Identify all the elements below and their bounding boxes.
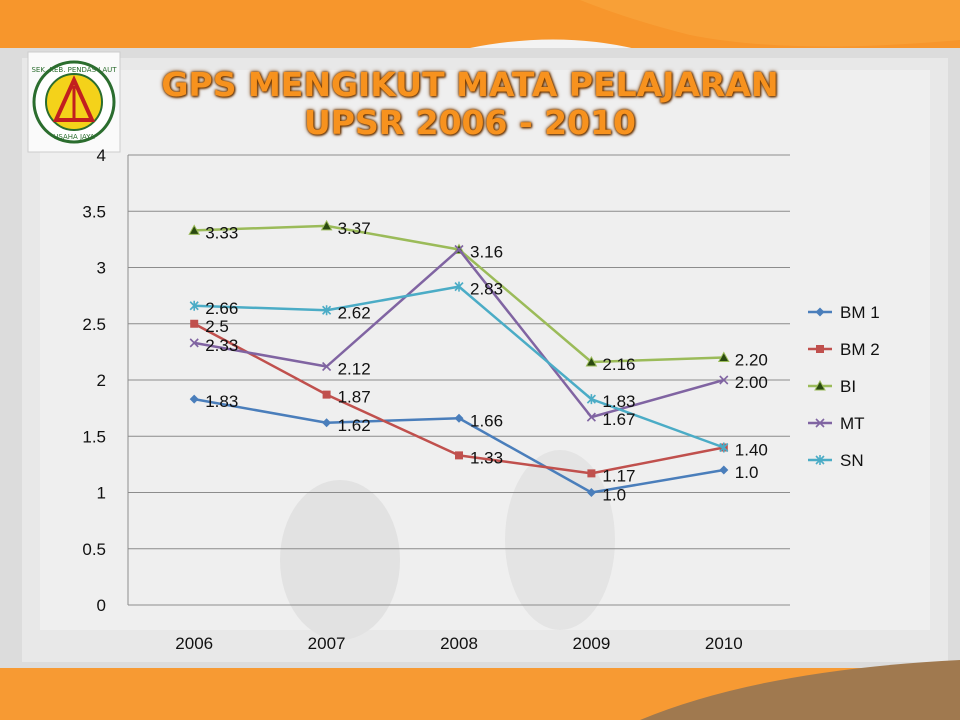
data-point-sn <box>719 442 729 453</box>
data-label-bm-2: 2.5 <box>205 317 229 336</box>
data-label-bm-1: 1.83 <box>205 392 238 411</box>
data-labels: 1.83 1.62 1.66 1.0 1.0 2.5 1.87 1.33 1.17 1.40 3.3… <box>205 219 768 505</box>
data-point-bm-2 <box>190 319 199 328</box>
logo-text-bottom: USAHA JAYA <box>53 133 95 141</box>
y-axis-ticks: 0 0.5 1 1.5 2 2.5 3 3.5 4 <box>82 146 106 615</box>
data-label-mt: 2.12 <box>338 360 371 379</box>
data-point-bm-1 <box>719 465 729 475</box>
y-tick-label: 0 <box>97 596 106 615</box>
x-tick-label: 2007 <box>308 634 346 653</box>
data-label-sn: 1.83 <box>602 392 635 411</box>
data-label-bm-2: 1.33 <box>470 448 503 467</box>
data-label-bm-1: 1.66 <box>470 411 503 430</box>
data-point-sn <box>454 281 464 292</box>
data-point-mt <box>322 361 332 372</box>
data-point-bm-1 <box>189 394 199 404</box>
x-tick-label: 2006 <box>175 634 213 653</box>
data-label-bm-1: 1.0 <box>735 463 759 482</box>
legend-item-bm-2: BM 2 <box>808 340 880 359</box>
data-point-bi <box>585 355 598 367</box>
data-point-mt <box>586 412 596 422</box>
legend-label: BM 1 <box>840 303 880 322</box>
data-point-sn <box>189 300 199 311</box>
legend-marker-bm-2 <box>816 345 824 353</box>
legend-marker-mt <box>815 418 825 428</box>
x-axis-ticks: 2006 2007 2008 2009 2010 <box>175 634 742 653</box>
legend-item-bm-1: BM 1 <box>808 303 880 322</box>
data-point-bm-2 <box>587 469 596 478</box>
data-point-bi <box>717 351 730 362</box>
title-line-2: UPSR 2006 - 2010 <box>303 103 636 142</box>
data-point-sn <box>322 305 332 316</box>
y-tick-label: 1 <box>97 484 106 503</box>
data-point-bm-1 <box>454 413 464 423</box>
data-label-bi: 3.37 <box>338 219 371 238</box>
data-point-bi <box>320 219 333 231</box>
data-label-bi: 3.33 <box>205 223 238 242</box>
data-point-bm-2 <box>322 390 331 399</box>
y-tick-label: 0.5 <box>82 540 106 559</box>
data-label-mt: 2.00 <box>735 373 768 392</box>
grid-lines <box>127 154 790 606</box>
legend-marker-bi <box>814 379 826 391</box>
series-line-bm-1 <box>193 397 725 494</box>
data-label-bm-2: 1.17 <box>602 466 635 485</box>
y-tick-label: 4 <box>97 146 106 165</box>
data-label-bm-1: 1.0 <box>602 486 626 505</box>
data-point-mt <box>454 244 464 255</box>
y-tick-label: 3.5 <box>82 202 106 221</box>
logo-text-top: SEK. KEB. PENDAS LAUT <box>31 66 117 74</box>
data-point-mt <box>719 375 729 385</box>
legend-label: SN <box>840 451 864 470</box>
data-point-bm-2 <box>455 451 463 460</box>
legend-label: MT <box>840 414 865 433</box>
series-line-mt <box>193 248 725 419</box>
data-point-bm-1 <box>322 418 332 428</box>
data-label-bm-2: 1.87 <box>338 388 371 407</box>
data-point-sn <box>586 394 596 405</box>
y-tick-label: 3 <box>97 259 106 278</box>
data-label-sn: 2.66 <box>205 299 238 318</box>
data-label-sn: 2.62 <box>338 303 371 322</box>
data-label-bm-2: 1.40 <box>735 441 768 460</box>
data-label-bi: 2.20 <box>735 351 768 370</box>
data-point-bi <box>188 224 201 235</box>
y-tick-label: 2 <box>97 371 106 390</box>
school-logo: SEK. KEB. PENDAS LAUT USAHA JAYA <box>27 51 121 153</box>
x-tick-label: 2008 <box>440 634 478 653</box>
legend-item-sn: SN <box>808 451 864 470</box>
data-label-bi: 2.16 <box>602 355 635 374</box>
x-tick-label: 2009 <box>572 634 610 653</box>
data-point-mt <box>189 338 199 348</box>
legend-item-mt: MT <box>808 414 865 433</box>
legend-marker-sn <box>815 455 825 465</box>
title-line-1: GPS MENGIKUT MATA PELAJARAN <box>161 65 779 104</box>
data-label-bi: 3.16 <box>470 243 503 262</box>
legend: BM 1 BM 2 BI MT SN <box>808 303 880 470</box>
legend-label: BM 2 <box>840 340 880 359</box>
data-label-mt: 2.33 <box>205 336 238 355</box>
legend-label: BI <box>840 377 856 396</box>
data-label-sn: 2.83 <box>470 280 503 299</box>
y-tick-label: 1.5 <box>82 427 106 446</box>
legend-marker-bm-1 <box>815 307 825 317</box>
data-label-bm-1: 1.62 <box>338 416 371 435</box>
series-group <box>188 219 730 497</box>
chart-title: GPS MENGIKUT MATA PELAJARAN UPSR 2006 - … <box>150 66 790 142</box>
data-label-mt: 1.67 <box>602 410 635 429</box>
series-line-bm-2 <box>193 322 725 475</box>
y-tick-label: 2.5 <box>82 315 106 334</box>
x-tick-label: 2010 <box>705 634 743 653</box>
data-point-bm-1 <box>586 488 596 497</box>
legend-item-bi: BI <box>808 377 856 396</box>
